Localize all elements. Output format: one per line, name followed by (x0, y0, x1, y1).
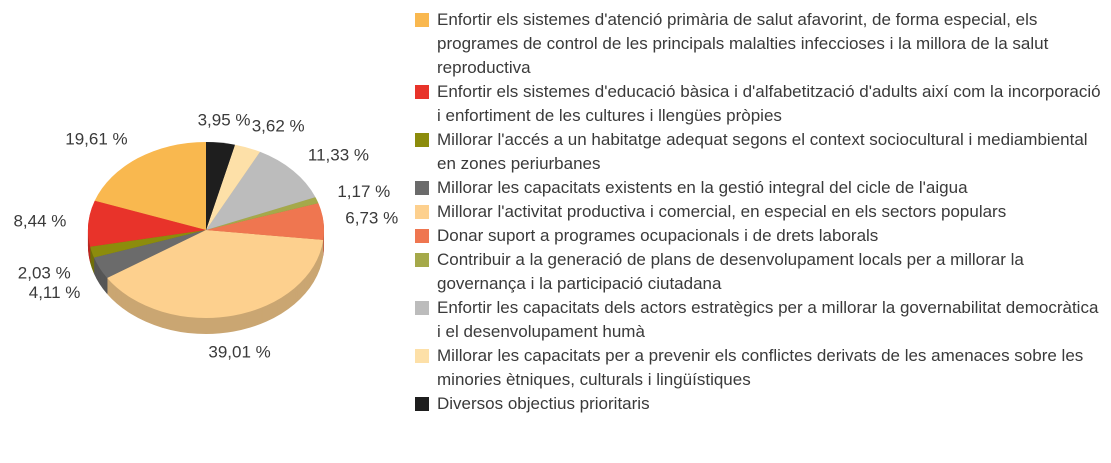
data-label: 1,17 % (337, 182, 390, 201)
data-label: 2,03 % (18, 263, 71, 282)
legend-swatch (415, 13, 429, 27)
legend-label: Donar suport a programes ocupacionals i … (437, 226, 879, 245)
data-label: 8,44 % (13, 211, 66, 230)
legend-label: Contribuir a la generació de plans de de… (437, 250, 1024, 293)
data-label: 3,62 % (252, 117, 305, 136)
legend-label: Millorar les capacitats per a prevenir e… (437, 346, 1084, 389)
slice (206, 197, 319, 230)
slice (93, 230, 206, 279)
data-label: 39,01 % (208, 343, 270, 362)
legend-item: Millorar les capacitats per a prevenir e… (415, 344, 1105, 392)
legend-label: Millorar les capacitats existents en la … (437, 178, 968, 197)
legend: Enfortir els sistemes d'atenció primària… (415, 8, 1105, 416)
legend-swatch (415, 205, 429, 219)
slice (206, 142, 235, 230)
legend-item: Contribuir a la generació de plans de de… (415, 248, 1105, 296)
chart: 19,61 % 8,44 % 2,03 %4,11 % 39,01 % 6,73 % 1,… (13, 110, 398, 362)
legend-label: Enfortir les capacitats dels actors estr… (437, 298, 1099, 341)
legend-swatch (415, 253, 429, 267)
legend-item: Enfortir les capacitats dels actors estr… (415, 296, 1105, 344)
data-label: 11,33 % (308, 145, 369, 164)
legend-swatch (415, 397, 429, 411)
data-label: 19,61 % (65, 130, 127, 149)
legend-swatch (415, 181, 429, 195)
legend-item: Millorar l'activitat productiva i comerc… (415, 200, 1105, 224)
legend-label: Diversos objectius prioritaris (437, 394, 650, 413)
legend-item: Diversos objectius prioritaris (415, 392, 1105, 416)
legend-label: Millorar l'accés a un habitatge adequat … (437, 130, 1088, 173)
slice (206, 151, 316, 230)
legend-label: Enfortir els sistemes d'educació bàsica … (437, 82, 1101, 125)
slice (206, 203, 324, 240)
data-label: 6,73 % (345, 209, 398, 228)
legend-swatch (415, 301, 429, 315)
data-label: 4,11 % (29, 283, 81, 302)
legend-swatch (415, 85, 429, 99)
slice (94, 142, 206, 230)
legend-swatch (415, 229, 429, 243)
legend-swatch (415, 133, 429, 147)
slice (206, 144, 261, 230)
slice (107, 230, 324, 318)
legend-item: Donar suport a programes ocupacionals i … (415, 224, 1105, 248)
legend-label: Enfortir els sistemes d'atenció primària… (437, 10, 1049, 77)
slice (90, 230, 206, 258)
legend-item: Millorar l'accés a un habitatge adequat … (415, 128, 1105, 176)
legend-item: Millorar les capacitats existents en la … (415, 176, 1105, 200)
slice (88, 200, 206, 247)
data-label: 3,95 % (198, 110, 251, 129)
legend-label: Millorar l'activitat productiva i comerc… (437, 202, 1007, 221)
legend-swatch (415, 349, 429, 363)
legend-item: Enfortir els sistemes d'atenció primària… (415, 8, 1105, 80)
legend-item: Enfortir els sistemes d'educació bàsica … (415, 80, 1105, 128)
